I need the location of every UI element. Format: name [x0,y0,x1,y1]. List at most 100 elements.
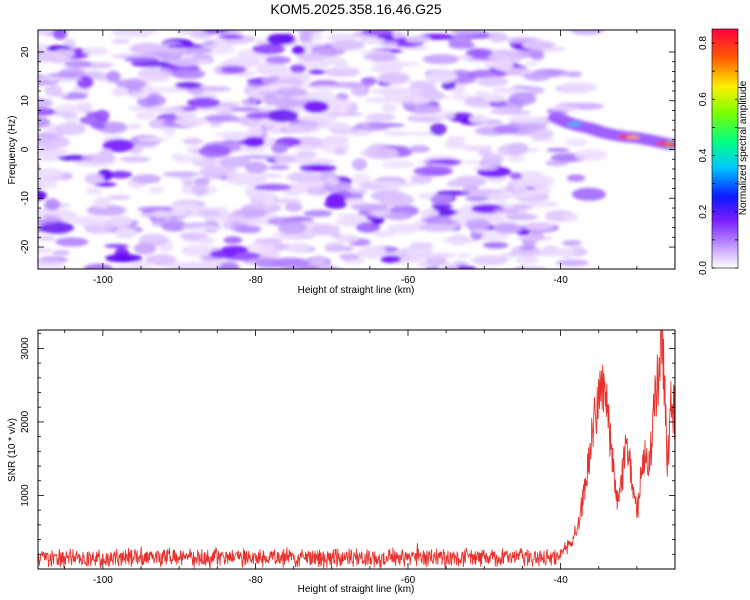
noise-blob [564,138,588,147]
noise-blob [322,137,348,145]
noise-blob [218,262,240,269]
x-tick-label: -60 [401,575,416,586]
noise-blob [426,256,447,266]
noise-blob [436,190,470,196]
noise-blob [209,250,237,259]
noise-blob [223,236,243,244]
noise-blob [167,262,201,269]
snr-y-label: SNR (10 * v/v) [7,418,18,482]
noise-blob [351,173,371,185]
noise-blob [267,82,296,89]
noise-blob [44,198,61,211]
noise-blob [173,59,199,67]
noise-blob [291,45,306,55]
noise-blob [497,143,528,157]
noise-blob [120,156,151,163]
noise-blob [508,92,537,106]
noise-blob [430,122,447,136]
noise-blob [111,39,130,44]
noise-blob [148,186,166,194]
noise-blob [328,112,364,117]
noise-blob [516,171,543,178]
noise-blob [408,80,437,86]
noise-blob [415,116,442,123]
noise-blob [145,94,167,107]
noise-blob [287,242,313,252]
noise-blob [441,236,478,245]
noise-blob [38,30,47,36]
noise-blob [257,65,284,72]
noise-blob [488,31,508,43]
noise-blob [350,203,389,211]
noise-blob [38,258,64,264]
noise-blob [453,175,487,188]
noise-blob [246,241,277,253]
noise-blob [135,112,157,120]
noise-blob [284,202,303,212]
noise-blob [381,160,415,169]
spectrogram-signal-track [547,112,675,150]
signal-peak [626,135,640,140]
noise-blob [450,30,484,35]
colorbar-tick-label: 0.6 [698,92,709,106]
noise-blob [191,225,225,231]
noise-blob [294,30,325,34]
noise-blob [365,97,394,104]
noise-blob [267,165,290,170]
noise-blob [296,158,336,167]
noise-blob [356,222,381,233]
noise-blob [85,187,102,195]
noise-blob [408,131,439,136]
noise-blob [162,171,200,178]
noise-blob [299,164,337,172]
colorbar-tick-label: 0.0 [698,261,709,275]
noise-blob [345,197,366,205]
noise-blob [174,112,197,118]
noise-blob [457,55,473,60]
noise-blob [161,220,187,232]
noise-blob [83,263,114,269]
y-tick-label: 20 [20,46,31,58]
snr-y-axis: 1000 2000 3000 [20,333,675,570]
noise-blob [55,237,89,247]
noise-blob [134,142,157,149]
noise-blob [431,204,453,209]
noise-blob [407,251,428,260]
noise-blob [56,122,87,135]
noise-blob [381,103,397,113]
noise-blob [263,93,278,106]
noise-blob [38,247,53,254]
noise-blob [364,113,396,122]
noise-blob [238,154,279,160]
noise-blob [86,204,127,216]
noise-blob [129,42,166,55]
noise-blob [38,81,45,88]
noise-blob [270,233,305,238]
noise-blob [48,136,70,148]
noise-blob [366,123,405,128]
noise-blob [38,178,58,189]
noise-blob [335,59,348,71]
snr-x-label: Height of straight line (km) [298,584,415,595]
noise-blob [488,51,524,64]
noise-blob [38,76,58,82]
noise-blob [130,92,149,99]
noise-blob [107,194,132,200]
noise-blob [410,242,434,250]
noise-blob [179,231,209,239]
noise-blob [481,93,506,102]
noise-blob [169,202,199,211]
noise-blob [114,227,138,239]
noise-blob [562,213,579,222]
noise-blob [359,37,386,45]
noise-blob [307,70,326,75]
noise-blob [499,190,538,199]
noise-blob [522,175,556,189]
noise-blob [218,156,251,168]
noise-blob [482,152,505,164]
noise-blob [347,130,373,137]
noise-blob [102,139,135,153]
noise-blob [38,97,53,109]
noise-blob [366,147,400,160]
noise-blob [349,188,368,195]
